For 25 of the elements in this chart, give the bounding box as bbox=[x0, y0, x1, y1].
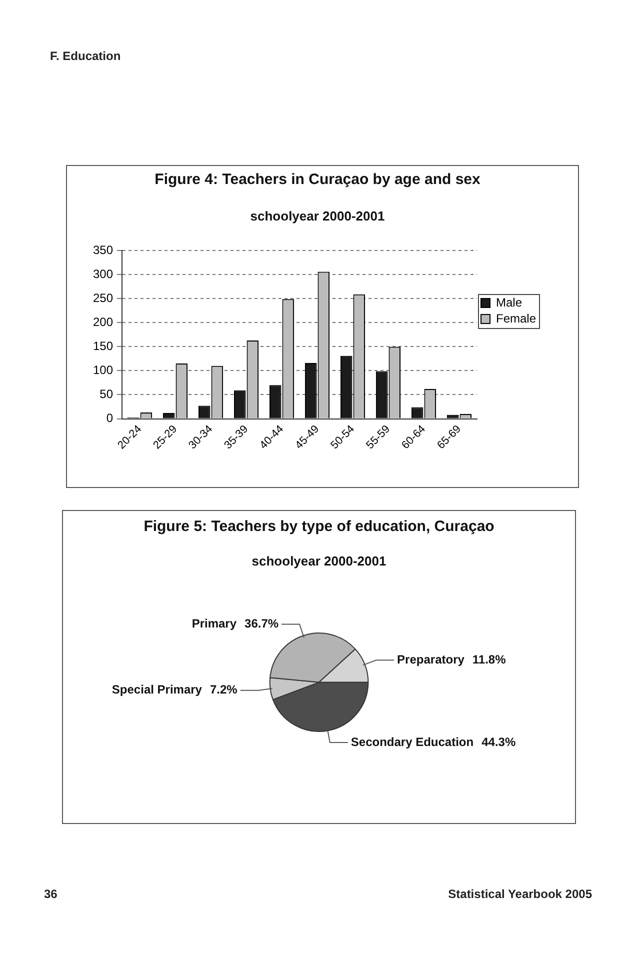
slice-label: Preparatory bbox=[397, 652, 465, 666]
y-tick-label: 150 bbox=[92, 339, 114, 354]
legend-label: Male bbox=[496, 295, 522, 310]
legend-label: Female bbox=[496, 311, 536, 326]
y-tick-label: 0 bbox=[106, 411, 114, 426]
y-tick-label: 300 bbox=[92, 266, 114, 281]
y-tick-label: 250 bbox=[92, 290, 114, 305]
chart-title: Figure 4: Teachers in Curaçao by age and sex bbox=[154, 171, 481, 188]
text: F. Education bbox=[50, 49, 121, 63]
slice-label: Special Primary bbox=[112, 682, 202, 697]
data-label: 7.2% bbox=[210, 682, 238, 697]
slice-label: Primary bbox=[192, 616, 237, 631]
chart-subtitle: schoolyear 2000-2001 bbox=[252, 553, 386, 568]
chart-title: Figure 5: Teachers by type of education, Curaçao bbox=[144, 518, 494, 536]
data-label: 36.7% bbox=[244, 616, 279, 631]
data-label: 44.3% bbox=[482, 734, 516, 749]
chart-subtitle: schoolyear 2000-2001 bbox=[250, 208, 385, 224]
y-tick-label: 100 bbox=[92, 363, 114, 378]
y-tick-label: 200 bbox=[92, 314, 114, 329]
y-tick-label: 50 bbox=[100, 387, 114, 402]
y-tick-label: 350 bbox=[92, 242, 114, 257]
data-label: 11.8% bbox=[472, 652, 506, 666]
text: 36 bbox=[44, 887, 58, 901]
text: Statistical Yearbook 2005 bbox=[448, 887, 592, 901]
slice-label: Secondary Education bbox=[350, 734, 474, 749]
